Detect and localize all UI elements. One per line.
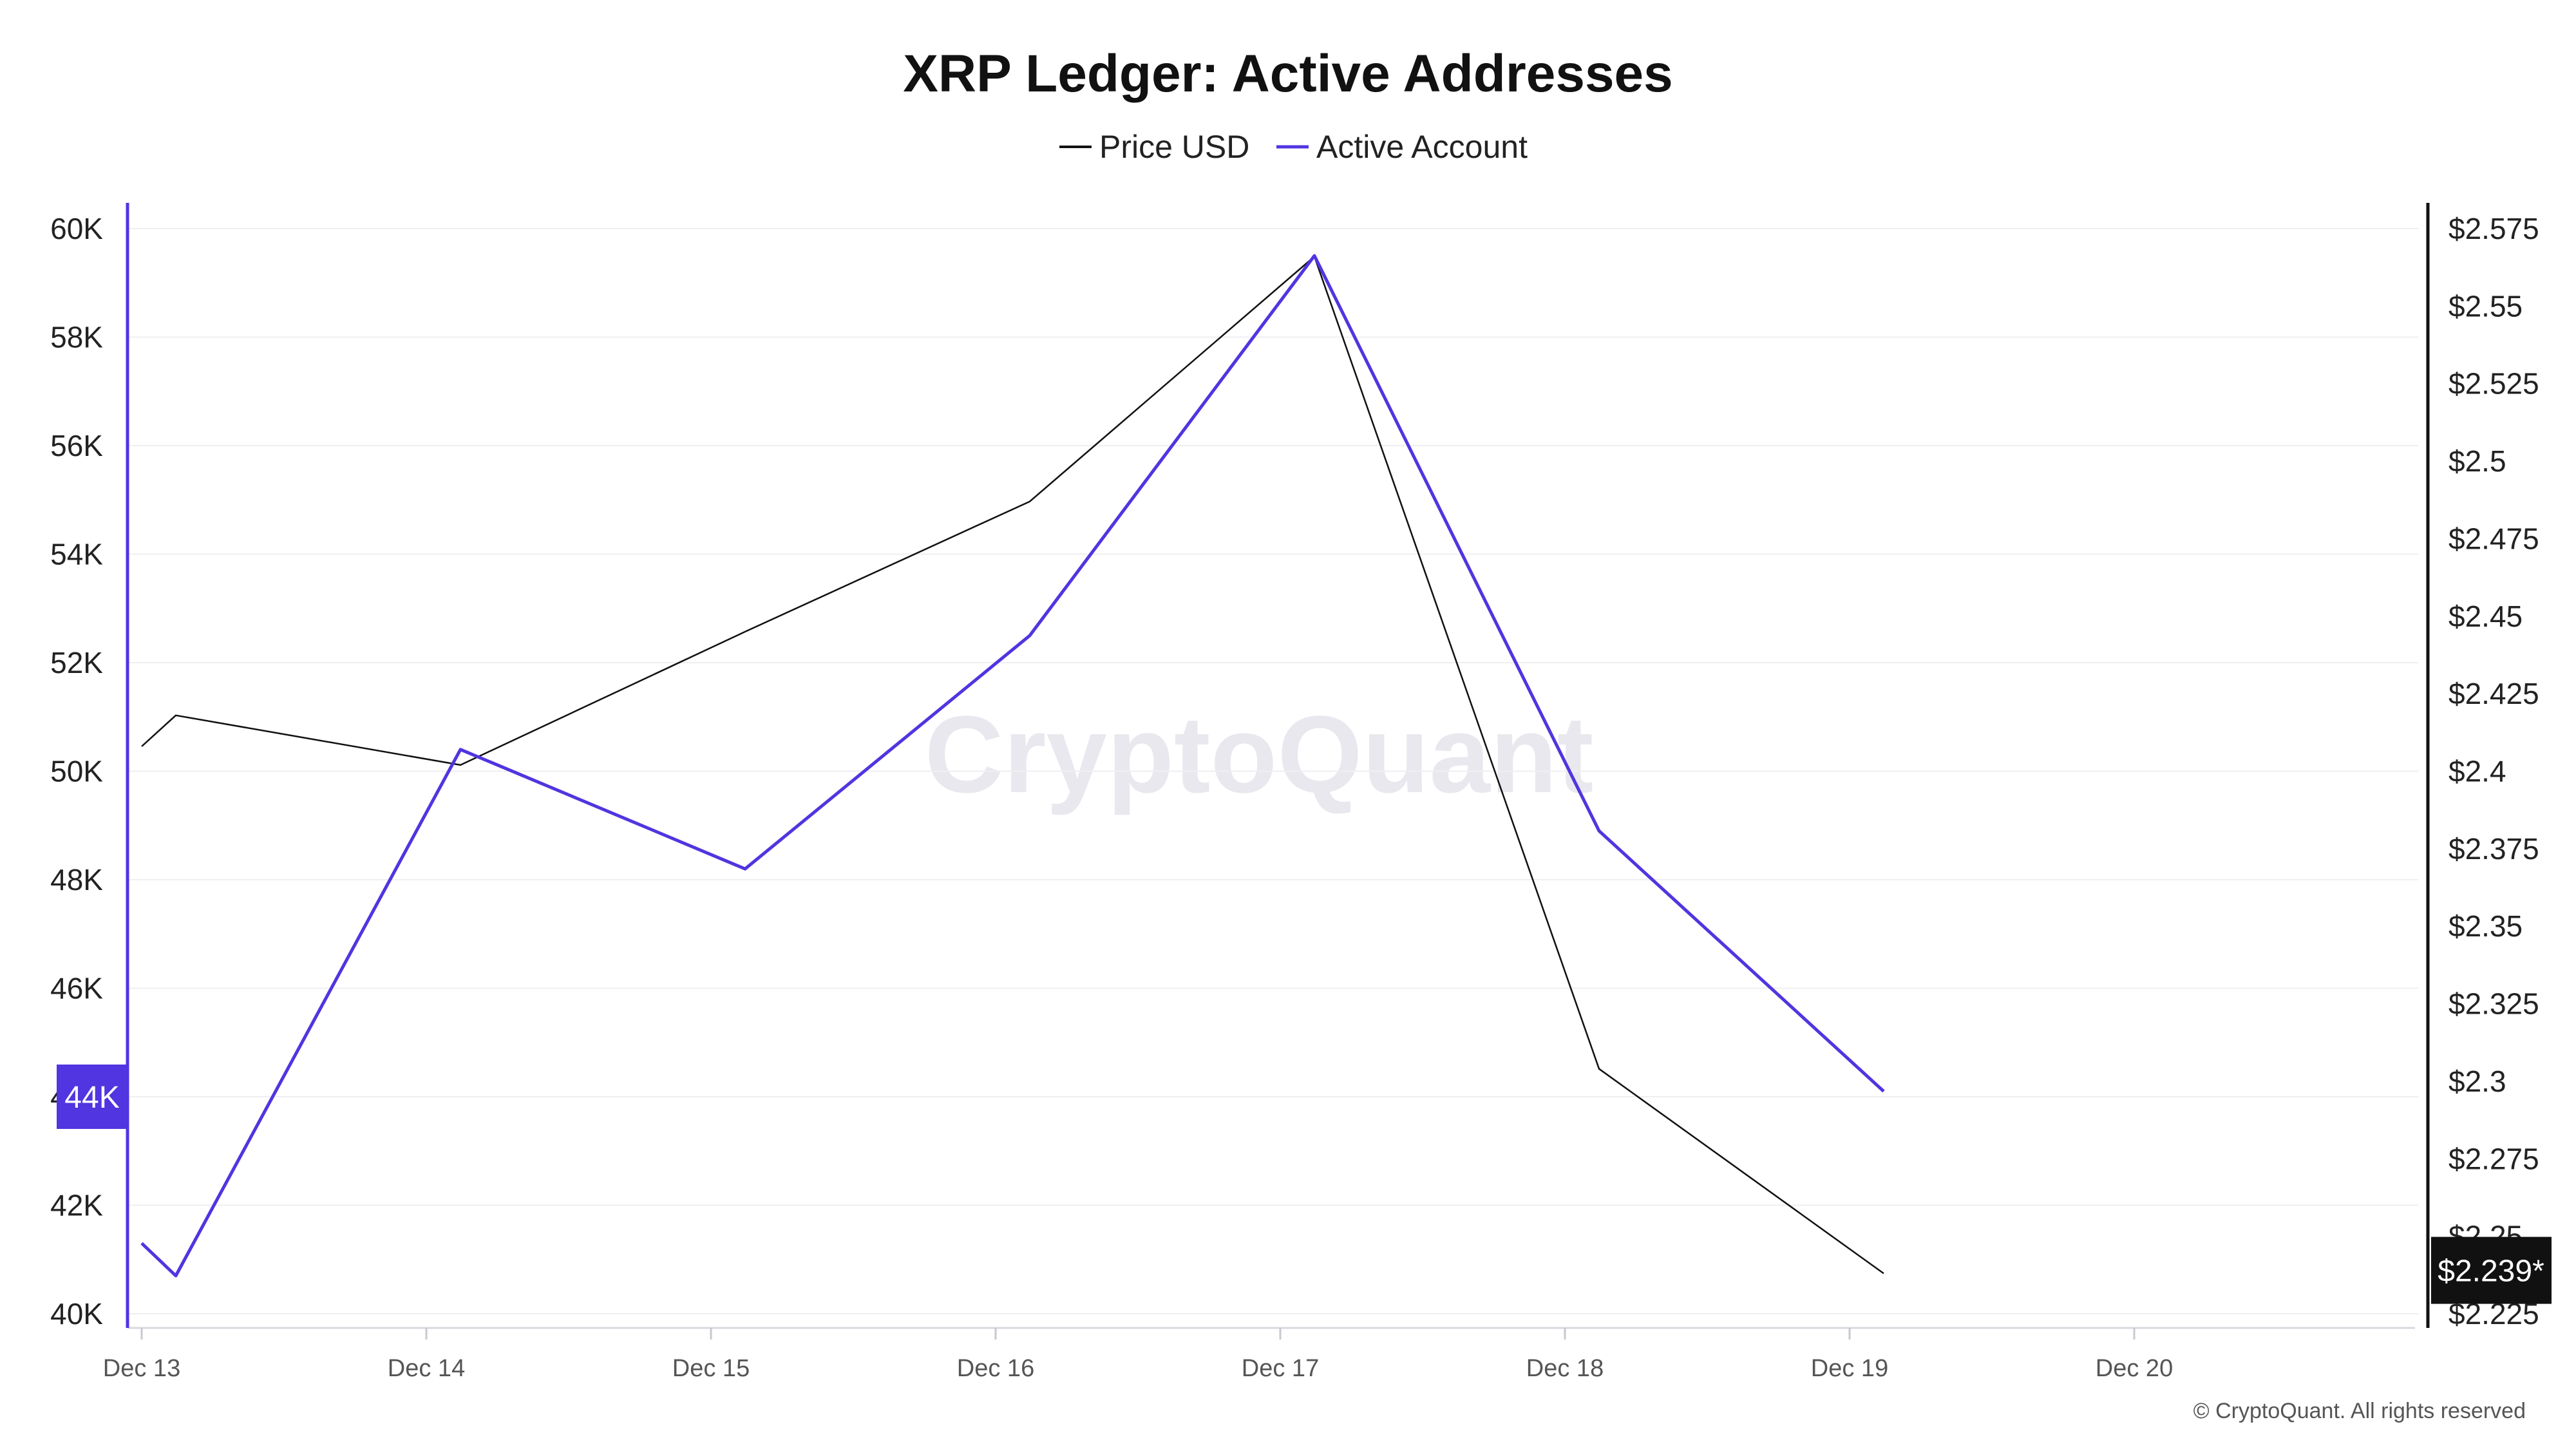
- right-tick-label-7: $2.4: [2448, 755, 2506, 788]
- right-tick-label-5: $2.35: [2448, 909, 2523, 943]
- right-tick-label-11: $2.5: [2448, 444, 2506, 478]
- series-line-active: [140, 254, 1885, 1278]
- x-tick-label-1: Dec 14: [388, 1355, 465, 1382]
- x-tick-label-0: Dec 13: [103, 1355, 180, 1382]
- x-tick-label-3: Dec 16: [957, 1355, 1034, 1382]
- axis-layer: Dec 13 Dec 14 Dec 15 Dec 16 Dec 17 Dec 18 Dec …: [50, 203, 2539, 1382]
- left-tick-label-5: 50K: [50, 755, 103, 788]
- left-tick-label-10: 60K: [50, 212, 103, 245]
- x-tick-label-5: Dec 18: [1526, 1355, 1604, 1382]
- series-layer: [140, 254, 1885, 1278]
- left-tick-label-1: 42K: [50, 1189, 103, 1222]
- current-left-badge: [57, 1065, 128, 1129]
- badge-layer: 44K $2.239*: [57, 1065, 2552, 1304]
- x-tick-label-4: Dec 17: [1242, 1355, 1319, 1382]
- x-tick-label-2: Dec 15: [672, 1355, 750, 1382]
- right-tick-label-8: $2.425: [2448, 677, 2539, 710]
- watermark-text: CryptoQuant: [925, 694, 1594, 816]
- current-left-badge-label: 44K: [64, 1081, 119, 1115]
- right-tick-label-3: $2.3: [2448, 1065, 2506, 1098]
- right-tick-label-10: $2.475: [2448, 522, 2539, 555]
- grid-layer: [128, 228, 2418, 1314]
- left-tick-label-0: 40K: [50, 1297, 103, 1331]
- current-right-badge: [2431, 1236, 2552, 1304]
- left-tick-label-3: 46K: [50, 972, 103, 1005]
- right-tick-label-13: $2.55: [2448, 289, 2523, 323]
- right-tick-label-6: $2.375: [2448, 832, 2539, 866]
- left-tick-label-6: 52K: [50, 646, 103, 679]
- left-tick-label-7: 54K: [50, 538, 103, 571]
- right-tick-label-4: $2.325: [2448, 987, 2539, 1021]
- credit-text: © CryptoQuant. All rights reserved: [2193, 1399, 2526, 1423]
- legend-label-active[interactable]: Active Account: [1316, 129, 1528, 165]
- x-tick-label-7: Dec 20: [2096, 1355, 2173, 1382]
- current-right-badge-label: $2.239*: [2438, 1255, 2544, 1289]
- series-line-price: [141, 256, 1884, 1274]
- left-tick-label-4: 48K: [50, 863, 103, 896]
- right-tick-label-14: $2.575: [2448, 212, 2539, 245]
- x-tick-label-6: Dec 19: [1811, 1355, 1888, 1382]
- chart-title: XRP Ledger: Active Addresses: [903, 44, 1673, 103]
- left-tick-label-9: 58K: [50, 321, 103, 354]
- right-tick-label-12: $2.525: [2448, 367, 2539, 401]
- legend-label-price[interactable]: Price USD: [1099, 129, 1249, 165]
- right-tick-label-9: $2.45: [2448, 600, 2523, 633]
- legend: Price USD Active Account: [1059, 129, 1528, 165]
- right-tick-label-2: $2.275: [2448, 1142, 2539, 1175]
- left-tick-label-8: 56K: [50, 429, 103, 462]
